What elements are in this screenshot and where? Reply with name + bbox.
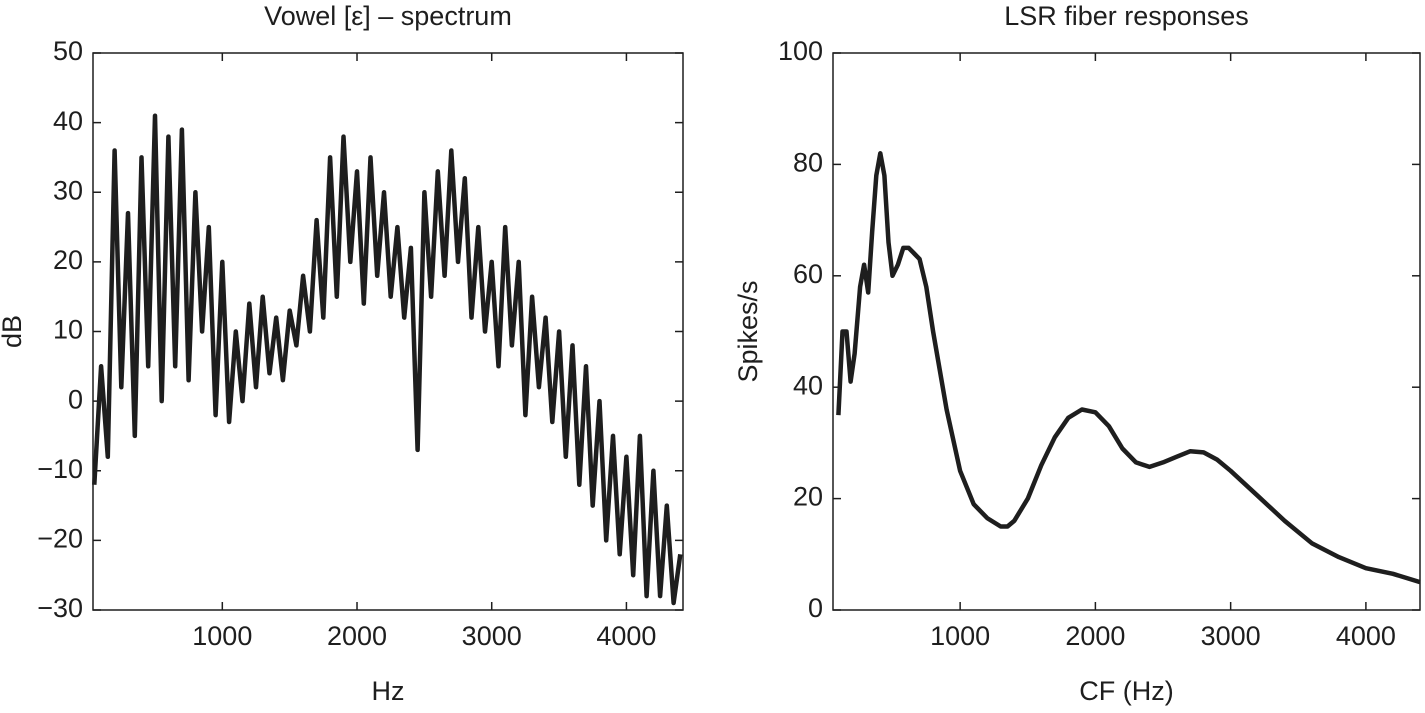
y-tick-label: 60	[793, 259, 823, 289]
x-tick-label: 2000	[1065, 621, 1125, 651]
x-tick-label: 1000	[930, 621, 990, 651]
x-tick-label: 4000	[1336, 621, 1396, 651]
x-tick-label: 3000	[1201, 621, 1261, 651]
y-tick-label: 0	[68, 384, 83, 414]
y-tick-label: 30	[53, 175, 83, 205]
y-tick-label: −20	[37, 524, 83, 554]
chart-title: LSR fiber responses	[1004, 1, 1249, 31]
y-tick-label: 40	[53, 106, 83, 136]
x-tick-label: 2000	[327, 621, 387, 651]
chart-title: Vowel [ε] – spectrum	[264, 1, 512, 31]
y-tick-label: 10	[53, 315, 83, 345]
x-axis-label: Hz	[372, 676, 405, 706]
y-tick-label: 40	[793, 370, 823, 400]
y-tick-label: 50	[53, 36, 83, 66]
y-tick-label: −30	[37, 593, 83, 623]
plot-frame	[832, 52, 1421, 611]
y-tick-label: 20	[53, 245, 83, 275]
y-axis-label: Spikes/s	[733, 280, 763, 382]
x-tick-label: 4000	[596, 621, 656, 651]
x-tick-label: 3000	[462, 621, 522, 651]
x-tick-label: 1000	[192, 621, 252, 651]
y-tick-label: 100	[778, 36, 823, 66]
data-line	[836, 151, 1421, 585]
data-line	[92, 113, 683, 606]
y-tick-label: −10	[37, 454, 83, 484]
y-tick-label: 20	[793, 482, 823, 512]
y-tick-label: 80	[793, 148, 823, 178]
y-tick-label: 0	[808, 593, 823, 623]
x-axis-label: CF (Hz)	[1079, 676, 1173, 706]
y-axis-label: dB	[0, 315, 27, 348]
